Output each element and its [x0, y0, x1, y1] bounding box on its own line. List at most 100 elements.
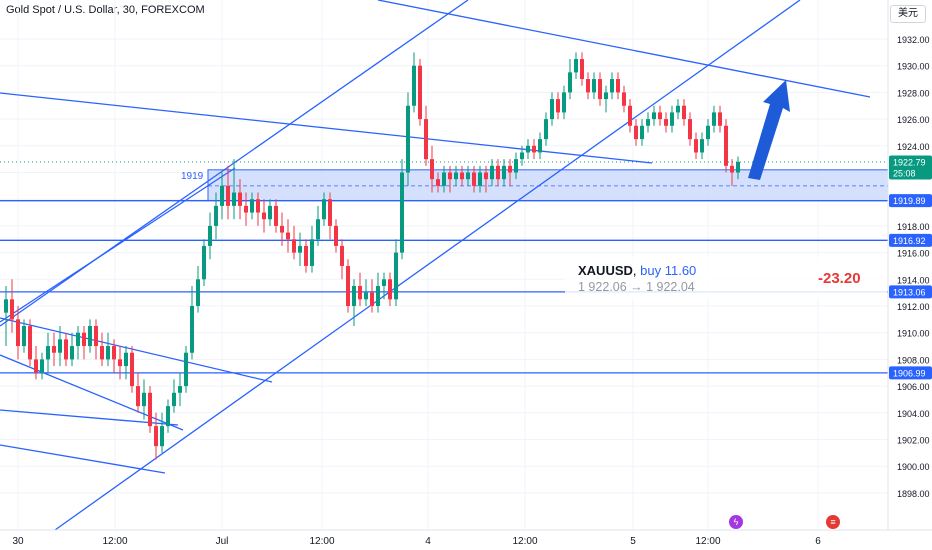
- x-tick-label: 4: [425, 536, 431, 547]
- price-tag: [889, 155, 932, 180]
- candle-body: [622, 92, 626, 106]
- trend-line: [0, 354, 184, 431]
- trend-line: [54, 0, 801, 531]
- candle-body: [436, 179, 440, 186]
- candle-body: [196, 279, 200, 306]
- candle-body: [514, 159, 518, 173]
- candle-body: [688, 119, 692, 140]
- trend-line: [0, 317, 273, 383]
- candle-body: [724, 125, 728, 166]
- candle-body: [256, 199, 260, 213]
- price-tag: [889, 366, 932, 380]
- candle-body: [448, 172, 452, 180]
- x-tick-label: 5: [630, 536, 636, 547]
- currency-selector[interactable]: 美元: [890, 5, 926, 23]
- candle-body: [730, 165, 734, 173]
- candle-body: [178, 386, 182, 393]
- chart-title: Gold Spot / U.S. Dollar, 30, FOREXCOM: [6, 4, 205, 16]
- candle-body: [502, 165, 506, 180]
- candle-body: [232, 192, 236, 206]
- candle-body: [202, 245, 206, 280]
- candle-body: [220, 185, 224, 206]
- candle-body: [100, 346, 104, 360]
- candle-body: [736, 161, 740, 173]
- candle-body: [160, 426, 164, 447]
- candle-body: [322, 199, 326, 220]
- candle-body: [274, 205, 278, 226]
- candle-body: [718, 112, 722, 126]
- y-tick-label: 1924.00: [897, 142, 930, 152]
- dividend-event-icon[interactable]: ϟ: [729, 515, 743, 529]
- y-tick-label: 1900.00: [897, 462, 930, 472]
- candle-body: [16, 319, 20, 347]
- price-tag-countdown: 25:08: [893, 168, 916, 178]
- y-tick-label: 1904.00: [897, 409, 930, 419]
- trade-pnl: -23.20: [818, 270, 861, 287]
- y-tick-label: 1926.00: [897, 115, 930, 125]
- candle-body: [460, 172, 464, 180]
- y-tick-label: 1902.00: [897, 436, 930, 446]
- candle-body: [604, 92, 608, 100]
- candle-body: [388, 279, 392, 300]
- y-tick-label: 1912.00: [897, 302, 930, 312]
- candle-body: [694, 139, 698, 153]
- us-flag-event-icon[interactable]: ≡: [826, 515, 840, 529]
- candle-body: [34, 359, 38, 373]
- candle-body: [208, 225, 212, 246]
- candle-body: [52, 346, 56, 353]
- candle-body: [148, 392, 152, 427]
- candle-body: [190, 306, 194, 353]
- candle-body: [538, 139, 542, 153]
- candle-body: [226, 185, 230, 206]
- trade-box: [565, 257, 887, 299]
- candle-body: [286, 232, 290, 240]
- x-tick-label: 30: [12, 536, 24, 547]
- candle-body: [598, 79, 602, 100]
- trend-line: [377, 0, 871, 98]
- candle-body: [712, 112, 716, 126]
- candle-body: [280, 225, 284, 233]
- candle-body: [316, 219, 320, 240]
- candle-body: [214, 205, 218, 226]
- candle-body: [244, 205, 248, 213]
- candle-body: [568, 72, 572, 93]
- candle-body: [82, 332, 86, 347]
- candle-body: [64, 339, 68, 360]
- y-tick-label: 1928.00: [897, 88, 930, 98]
- candle-body: [340, 245, 344, 266]
- candle-body: [454, 172, 458, 180]
- candle-body: [4, 299, 8, 313]
- candle-body: [658, 112, 662, 120]
- candle-body: [118, 359, 122, 367]
- candle-body: [346, 265, 350, 306]
- candle-body: [358, 285, 362, 300]
- candle-body: [382, 279, 386, 286]
- candle-body: [526, 145, 530, 153]
- candle-body: [406, 105, 410, 173]
- candle-body: [58, 339, 62, 353]
- candle-body: [298, 245, 302, 253]
- y-tick-label: 1906.00: [897, 382, 930, 392]
- candle-body: [574, 59, 578, 73]
- candle-body: [166, 406, 170, 427]
- candle-body: [40, 359, 44, 373]
- price-tag-label: 1919.89: [893, 196, 926, 206]
- candle-body: [430, 159, 434, 180]
- candle-body: [130, 352, 134, 387]
- candle-body: [640, 125, 644, 140]
- price-tag-label: 1916.92: [893, 236, 926, 246]
- candle-body: [676, 105, 680, 113]
- candle-body: [112, 346, 116, 360]
- candle-body: [304, 245, 308, 266]
- candle-body: [652, 112, 656, 120]
- price-tag: [889, 285, 932, 299]
- candle-body: [664, 119, 668, 126]
- candle-body: [592, 79, 596, 93]
- price-tag-label: 1922.79: [893, 157, 926, 167]
- candle-body: [484, 172, 488, 180]
- trade-side: buy 11.60: [640, 263, 697, 278]
- candle-body: [334, 225, 338, 246]
- candle-body: [490, 165, 494, 180]
- candle-body: [472, 172, 476, 186]
